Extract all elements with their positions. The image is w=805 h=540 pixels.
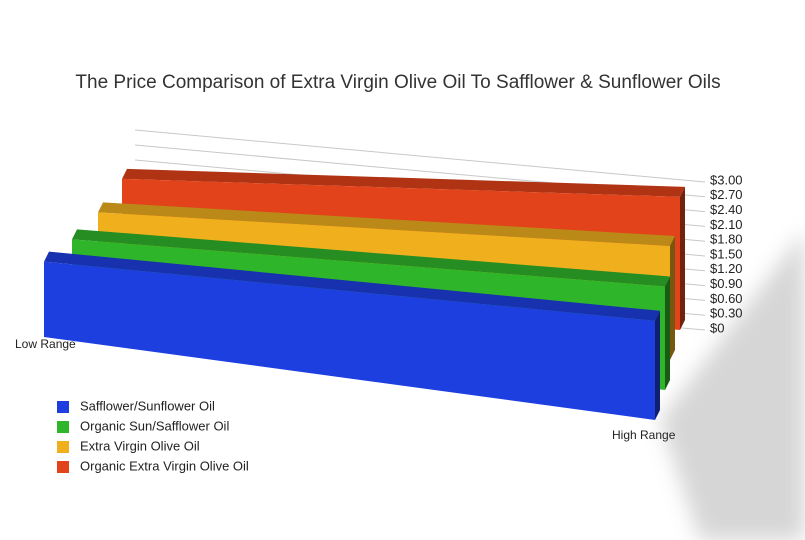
legend-label: Extra Virgin Olive Oil [80, 438, 200, 453]
y-tick-label: $2.10 [710, 217, 743, 232]
legend-label: Organic Extra Virgin Olive Oil [80, 458, 249, 473]
x-tick-label: High Range [612, 428, 676, 442]
ribbon [44, 261, 655, 420]
y-tick-label: $3.00 [710, 172, 743, 187]
legend-swatch [57, 441, 69, 453]
ribbon-top [72, 229, 670, 287]
y-tick-label: $0 [710, 320, 724, 335]
y-tick-label: $1.20 [710, 261, 743, 276]
y-tick-label: $0.90 [710, 276, 743, 291]
ribbon-top [122, 168, 685, 197]
y-tick-label: $2.40 [710, 202, 743, 217]
y-tick-label: $0.60 [710, 291, 743, 306]
legend-swatch [57, 421, 69, 433]
legend-label: Organic Sun/Safflower Oil [80, 418, 229, 433]
ribbon-side [670, 235, 675, 360]
y-tick-label: $0.30 [710, 306, 743, 321]
x-tick-label: Low Range [15, 337, 76, 351]
legend-swatch [57, 461, 69, 473]
shadow [660, 230, 805, 540]
ribbon-top [44, 251, 660, 321]
chart-title: The Price Comparison of Extra Virgin Oli… [75, 72, 720, 93]
y-tick-label: $1.80 [710, 232, 743, 247]
ribbon-side [655, 310, 660, 420]
legend-swatch [57, 401, 69, 413]
y-tick-label: $2.70 [710, 187, 743, 202]
ribbon-side [665, 276, 670, 390]
legend-label: Safflower/Sunflower Oil [80, 398, 215, 413]
ribbon-top [98, 202, 675, 246]
ribbon-side [680, 186, 685, 330]
y-tick-label: $1.50 [710, 246, 743, 261]
grid-line [134, 129, 706, 183]
